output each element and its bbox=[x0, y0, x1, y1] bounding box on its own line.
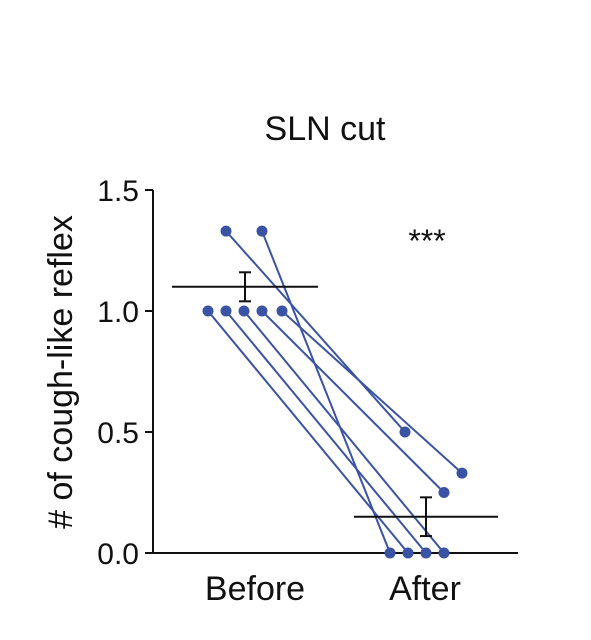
before-point bbox=[220, 305, 232, 317]
before-point bbox=[220, 225, 232, 237]
y-tick-label: 0.5 bbox=[97, 417, 139, 450]
after-point bbox=[402, 547, 414, 559]
pair-line bbox=[207, 310, 409, 554]
pair-line bbox=[281, 310, 463, 474]
before-point bbox=[276, 305, 288, 317]
pair-line bbox=[225, 230, 406, 433]
y-tick-label: 0.0 bbox=[97, 538, 139, 571]
pair-line bbox=[261, 230, 391, 554]
after-point bbox=[399, 426, 411, 438]
after-point bbox=[384, 547, 396, 559]
y-tick-label: 1.0 bbox=[97, 296, 139, 329]
axes: 0.0 0.5 1.0 1.5 Before After bbox=[97, 175, 518, 608]
pair-line bbox=[261, 310, 445, 494]
pair-line bbox=[243, 310, 445, 554]
data-points bbox=[202, 225, 468, 559]
y-tick-label: 1.5 bbox=[97, 175, 139, 208]
pair-line bbox=[225, 310, 427, 554]
after-point bbox=[438, 487, 450, 498]
before-point bbox=[256, 305, 268, 317]
x-category-label: After bbox=[389, 570, 461, 608]
x-category-label: Before bbox=[205, 570, 305, 608]
chart-title: SLN cut bbox=[265, 110, 386, 148]
y-axis-label: # of cough-like reflex bbox=[42, 215, 80, 529]
significance-label: *** bbox=[408, 223, 445, 259]
before-point bbox=[256, 225, 268, 237]
before-point bbox=[238, 305, 250, 317]
after-point bbox=[438, 547, 450, 559]
paired-lines bbox=[207, 230, 463, 554]
after-point bbox=[420, 547, 432, 559]
after-point bbox=[456, 467, 468, 479]
mean-sem-markers bbox=[172, 271, 498, 538]
before-point bbox=[202, 305, 214, 317]
